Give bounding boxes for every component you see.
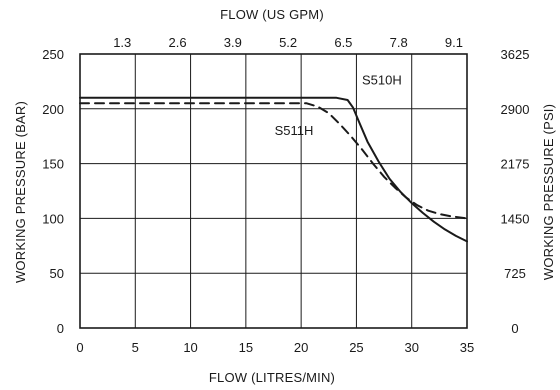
x-tick-label: 0 <box>76 340 83 355</box>
right-tick-label: 2175 <box>501 157 530 172</box>
x-tick-label: 15 <box>239 340 253 355</box>
labels-layer: 0 5 10 15 20 25 30 35 0 50 100 150 200 250 1.3 2.6 3.9 5.… <box>42 35 529 355</box>
plot-frame <box>79 53 468 329</box>
top-tick-label: 2.6 <box>168 35 186 50</box>
top-tick-label: 6.5 <box>334 35 352 50</box>
x-tick-label: 20 <box>294 340 308 355</box>
top-tick-label: 5.2 <box>279 35 297 50</box>
series-layer <box>79 96 468 243</box>
y-tick-label: 150 <box>42 157 64 172</box>
left-axis-title: WORKING PRESSURE (BAR) <box>13 101 28 283</box>
top-tick-label: 9.1 <box>445 35 463 50</box>
y-tick-label: 250 <box>42 47 64 62</box>
bottom-axis-title: FLOW (LITRES/MIN) <box>209 370 335 385</box>
top-tick-label: 1.3 <box>113 35 131 50</box>
x-tick-label: 30 <box>404 340 418 355</box>
right-tick-label: 725 <box>504 266 526 281</box>
series-line-s511h <box>79 102 468 220</box>
grid-layer <box>79 53 468 329</box>
y-tick-label: 50 <box>50 266 64 281</box>
x-tick-label: 5 <box>132 340 139 355</box>
right-tick-label: 1450 <box>501 211 530 226</box>
top-tick-label: 3.9 <box>224 35 242 50</box>
series-label-s511h: S511H <box>275 123 314 138</box>
x-tick-label: 25 <box>349 340 363 355</box>
right-tick-label: 2900 <box>501 102 530 117</box>
series-line-s510h <box>79 96 468 243</box>
right-tick-label: 0 <box>511 321 518 336</box>
x-tick-label: 35 <box>460 340 474 355</box>
right-axis-title: WORKING PRESSURE (PSI) <box>541 104 556 280</box>
right-tick-label: 3625 <box>501 47 530 62</box>
y-tick-label: 100 <box>42 211 64 226</box>
y-tick-label: 200 <box>42 102 64 117</box>
y-tick-label: 0 <box>57 321 64 336</box>
x-tick-label: 10 <box>183 340 197 355</box>
top-tick-label: 7.8 <box>390 35 408 50</box>
top-axis-title: FLOW (US GPM) <box>220 7 324 22</box>
series-label-s510h: S510H <box>362 73 402 88</box>
